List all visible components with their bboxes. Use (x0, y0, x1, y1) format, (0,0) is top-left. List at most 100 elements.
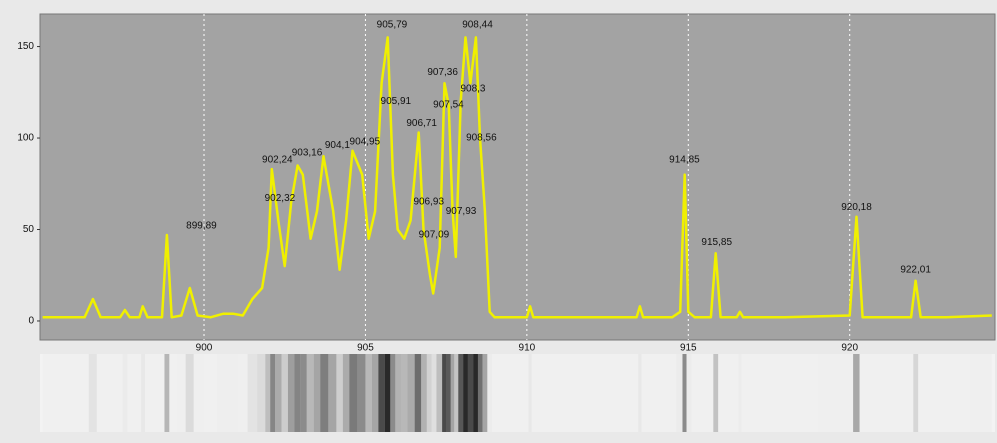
x-tick-label: 915 (680, 343, 697, 354)
strip-band (343, 354, 349, 432)
peak-label: 902,32 (265, 193, 296, 204)
strip-band (141, 354, 145, 432)
peak-label: 903,16 (292, 147, 323, 158)
strip-band (64, 354, 89, 432)
strip-band (458, 354, 463, 432)
strip-band (532, 354, 547, 432)
strip-band (718, 354, 728, 432)
strip-band (97, 354, 111, 432)
strip-band (110, 354, 122, 432)
peak-label: 908,3 (460, 83, 485, 94)
strip-band (436, 354, 442, 432)
strip-band (385, 354, 391, 432)
strip-band (860, 354, 887, 432)
strip-band (257, 354, 265, 432)
strip-band (969, 354, 992, 432)
strip-band (442, 354, 447, 432)
y-tick-label: 100 (17, 133, 34, 144)
strip-band (676, 354, 682, 432)
strip-band (275, 354, 281, 432)
strip-band (135, 354, 141, 432)
peak-label: 904,95 (350, 136, 381, 147)
peak-label: 902,24 (262, 155, 293, 166)
peak-label: 922,01 (900, 264, 931, 275)
strip-band (270, 354, 275, 432)
strip-band (473, 354, 478, 432)
strip-band (307, 354, 314, 432)
strip-band (328, 354, 336, 432)
strip-band (614, 354, 638, 432)
strip-band (546, 354, 575, 432)
strip-band (164, 354, 169, 432)
strip-band (432, 354, 437, 432)
peak-label: 907,54 (433, 100, 464, 111)
strip-band (228, 354, 238, 432)
peak-label: 907,93 (446, 206, 477, 217)
strip-band (320, 354, 328, 432)
y-tick-label: 150 (17, 41, 34, 52)
strip-band (468, 354, 473, 432)
strip-band (528, 354, 531, 432)
peak-label: 899,89 (186, 220, 217, 231)
strip-band (817, 354, 853, 432)
peak-label: 905,91 (381, 96, 412, 107)
x-tick-label: 905 (357, 343, 374, 354)
peak-label: 907,09 (419, 230, 450, 241)
strip-band (204, 354, 217, 432)
strip-band (482, 354, 487, 432)
strip-band (887, 354, 913, 432)
strip-band (177, 354, 186, 432)
strip-band (913, 354, 918, 432)
strip-band (265, 354, 270, 432)
strip-band (415, 354, 421, 432)
strip-band (738, 354, 741, 432)
x-tick-label: 900 (196, 343, 213, 354)
strip-band (238, 354, 248, 432)
strip-band (499, 354, 515, 432)
strip-band (447, 354, 451, 432)
strip-band (487, 354, 492, 432)
strip-band (463, 354, 468, 432)
strip-band (516, 354, 529, 432)
peak-label: 908,44 (462, 19, 493, 30)
strip-band (281, 354, 287, 432)
strip-band (401, 354, 407, 432)
strip-band (294, 354, 300, 432)
peak-label: 920,18 (841, 202, 872, 213)
strip-band (729, 354, 739, 432)
strip-band (122, 354, 127, 432)
strip-band (687, 354, 692, 432)
peak-label: 905,79 (377, 19, 408, 30)
strip-band (300, 354, 306, 432)
strip-band (638, 354, 641, 432)
strip-band (454, 354, 458, 432)
strip-band (478, 354, 483, 432)
strip-band (372, 354, 378, 432)
strip-band (703, 354, 713, 432)
y-tick-label: 50 (23, 224, 35, 235)
strip-band (742, 354, 765, 432)
strip-band (682, 354, 686, 432)
strip-band (43, 354, 64, 432)
peak-label: 906,93 (413, 197, 444, 208)
strip-band (217, 354, 228, 432)
strip-band (357, 354, 365, 432)
strip-band (378, 354, 384, 432)
strip-band (127, 354, 134, 432)
peak-label: 904,1 (325, 140, 350, 151)
strip-band (641, 354, 657, 432)
strip-band (692, 354, 703, 432)
strip-band (713, 354, 718, 432)
strip-band (186, 354, 194, 432)
strip-band (349, 354, 357, 432)
strip-band (853, 354, 859, 432)
strip-band (395, 354, 401, 432)
peak-label: 908,56 (466, 133, 497, 144)
x-tick-label: 910 (519, 343, 536, 354)
strip-band (575, 354, 614, 432)
strip-band (169, 354, 176, 432)
strip-band (194, 354, 204, 432)
strip-band (658, 354, 677, 432)
peak-label: 915,85 (701, 237, 732, 248)
strip-band (248, 354, 258, 432)
